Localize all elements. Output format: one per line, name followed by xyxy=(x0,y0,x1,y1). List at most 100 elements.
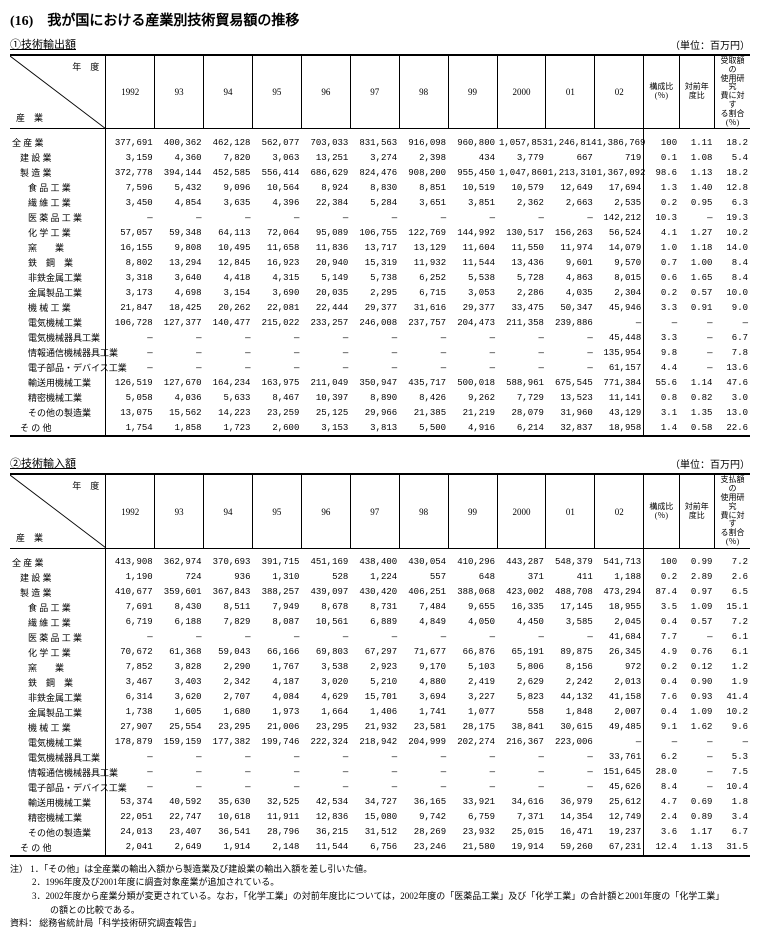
cell: 0.76 xyxy=(679,645,714,660)
cell: ― xyxy=(155,360,204,375)
cell: 0.2 xyxy=(644,195,679,210)
cell: 45,626 xyxy=(595,780,644,795)
cell: 66,876 xyxy=(448,645,497,660)
cell: 22,384 xyxy=(301,195,350,210)
year-header: 94 xyxy=(204,474,253,548)
cell: ― xyxy=(679,210,714,225)
table-row: その他の製造業24,01323,40736,54128,79636,21531,… xyxy=(10,825,750,840)
cell: 5,633 xyxy=(204,390,253,405)
cell: 724 xyxy=(155,570,204,585)
cell: 0.69 xyxy=(679,795,714,810)
cell: 106,728 xyxy=(106,315,155,330)
cell: 140,477 xyxy=(204,315,253,330)
cell: 15,701 xyxy=(350,690,399,705)
years-header: 年 度 xyxy=(72,60,99,73)
cell: 1,848 xyxy=(546,705,595,720)
table-row: 金属製品工業1,7381,6051,6801,9731,6641,4061,74… xyxy=(10,705,750,720)
cell: ― xyxy=(252,330,301,345)
cell: 0.93 xyxy=(679,690,714,705)
cell: 528 xyxy=(301,570,350,585)
cell: ― xyxy=(679,750,714,765)
cell: ― xyxy=(155,765,204,780)
cell: 31,616 xyxy=(399,300,448,315)
cell: ― xyxy=(350,780,399,795)
cell: 41,684 xyxy=(595,630,644,645)
cell: 9,808 xyxy=(155,240,204,255)
cell: 0.7 xyxy=(644,255,679,270)
cell: 13,075 xyxy=(106,405,155,420)
cell: 4,187 xyxy=(252,675,301,690)
cell: 1,224 xyxy=(350,570,399,585)
note-3: 3．2002年度から産業分類が変更されている。なお，「化学工業」の対前年度比につ… xyxy=(10,890,750,903)
cell: 0.90 xyxy=(679,675,714,690)
cell: 0.91 xyxy=(679,300,714,315)
cell: 1,386,769 xyxy=(595,135,644,150)
year-header: 2000 xyxy=(497,55,546,129)
cell: 3,828 xyxy=(155,660,204,675)
row-label: 非鉄金属工業 xyxy=(10,270,106,285)
cell: 2,290 xyxy=(204,660,253,675)
cell: 3.3 xyxy=(644,300,679,315)
row-label: 製 造 業 xyxy=(10,165,106,180)
cell: 6,214 xyxy=(497,420,546,436)
cell: 0.6 xyxy=(644,270,679,285)
cell: 5,103 xyxy=(448,660,497,675)
cell: 391,715 xyxy=(252,555,301,570)
cell: 462,128 xyxy=(204,135,253,150)
row-label: 精密機械工業 xyxy=(10,390,106,405)
cell: 7.2 xyxy=(714,555,750,570)
cell: 23,407 xyxy=(155,825,204,840)
cell: 2,629 xyxy=(497,675,546,690)
cell: 177,382 xyxy=(204,735,253,750)
row-label: 建 設 業 xyxy=(10,570,106,585)
cell: 159,159 xyxy=(155,735,204,750)
row-label: 化 学 工 業 xyxy=(10,225,106,240)
cell: 1.35 xyxy=(679,405,714,420)
row-label: 食 品 工 業 xyxy=(10,600,106,615)
cell: ― xyxy=(350,360,399,375)
year-header: 2000 xyxy=(497,474,546,548)
cell: 11,932 xyxy=(399,255,448,270)
cell: 10,519 xyxy=(448,180,497,195)
cell: 1,310 xyxy=(252,570,301,585)
cell: 3.1 xyxy=(644,405,679,420)
year-header: 93 xyxy=(155,55,204,129)
row-label: 全 産 業 xyxy=(10,135,106,150)
year-header: 94 xyxy=(204,55,253,129)
cell: 4,396 xyxy=(252,195,301,210)
cell: 12.8 xyxy=(714,180,750,195)
cell: ― xyxy=(679,735,714,750)
extra-header: 支払額の 使用研究 費に対す る割合 (％) xyxy=(714,474,750,548)
cell: 3,779 xyxy=(497,150,546,165)
cell: ― xyxy=(399,630,448,645)
cell: 394,144 xyxy=(155,165,204,180)
table-row: 非鉄金属工業6,3143,6202,7074,0844,62915,7013,6… xyxy=(10,690,750,705)
cell: 8,015 xyxy=(595,270,644,285)
cell: 2,148 xyxy=(252,840,301,856)
cell: 9.8 xyxy=(644,345,679,360)
cell: 8,156 xyxy=(546,660,595,675)
cell: 2,649 xyxy=(155,840,204,856)
cell: 430,054 xyxy=(399,555,448,570)
cell: 435,717 xyxy=(399,375,448,390)
cell: 50,347 xyxy=(546,300,595,315)
cell: 1,077 xyxy=(448,705,497,720)
cell: 0.95 xyxy=(679,195,714,210)
cell: 1.2 xyxy=(714,660,750,675)
cell: ― xyxy=(301,210,350,225)
cell: 588,961 xyxy=(497,375,546,390)
cell: 3,227 xyxy=(448,690,497,705)
cell: 4,315 xyxy=(252,270,301,285)
cell: 202,274 xyxy=(448,735,497,750)
cell: 11,604 xyxy=(448,240,497,255)
cell: 4,880 xyxy=(399,675,448,690)
cell: 28,269 xyxy=(399,825,448,840)
cell: 246,008 xyxy=(350,315,399,330)
cell: 5,538 xyxy=(448,270,497,285)
cell: 15.1 xyxy=(714,600,750,615)
cell: 6.1 xyxy=(714,630,750,645)
cell: 10.3 xyxy=(644,210,679,225)
cell: 4,050 xyxy=(448,615,497,630)
cell: 2,242 xyxy=(546,675,595,690)
row-label: 電気機械器具工業 xyxy=(10,330,106,345)
